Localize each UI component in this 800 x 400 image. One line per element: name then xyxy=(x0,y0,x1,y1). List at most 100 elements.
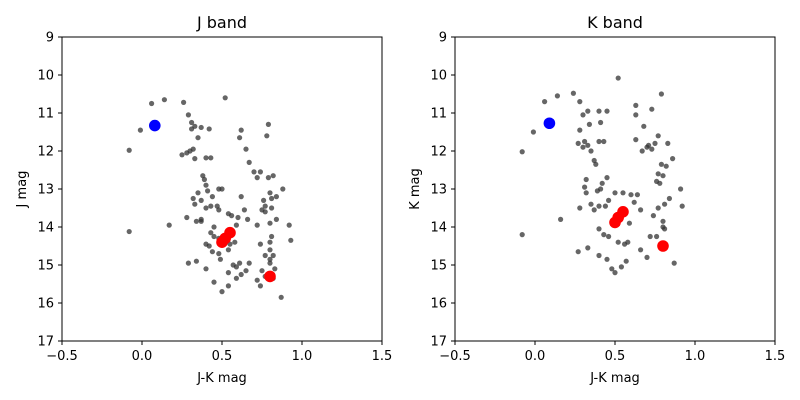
data-point xyxy=(269,195,275,202)
y-tick-label: 12 xyxy=(430,145,447,160)
x-tick-label: 0.5 xyxy=(605,349,626,364)
data-point xyxy=(593,161,599,167)
data-point xyxy=(631,199,637,205)
data-point xyxy=(272,266,278,272)
plot-frame xyxy=(454,36,776,342)
data-point xyxy=(238,194,244,200)
data-point xyxy=(615,75,621,81)
data-point xyxy=(137,127,143,133)
data-point xyxy=(585,108,591,114)
chart-title: K band xyxy=(587,13,643,32)
data-point xyxy=(666,195,673,202)
data-point xyxy=(577,127,583,133)
data-point xyxy=(655,133,661,139)
data-point xyxy=(606,233,612,240)
data-point xyxy=(583,190,589,196)
data-point xyxy=(649,106,655,112)
data-point xyxy=(192,156,198,162)
data-point xyxy=(644,254,650,260)
data-point xyxy=(577,99,583,105)
data-point xyxy=(192,201,198,207)
data-point xyxy=(665,140,671,146)
data-point xyxy=(542,99,548,105)
data-point xyxy=(660,173,666,179)
data-point xyxy=(190,146,196,152)
data-point xyxy=(203,266,209,272)
data-point xyxy=(641,123,647,129)
data-point xyxy=(628,192,634,198)
data-point xyxy=(671,260,677,266)
data-point xyxy=(606,197,612,203)
data-point xyxy=(278,294,284,300)
data-point xyxy=(259,207,265,213)
data-point xyxy=(216,207,222,213)
data-point xyxy=(638,207,644,213)
y-tick-label: 14 xyxy=(430,221,447,236)
data-point xyxy=(679,203,685,209)
data-point xyxy=(602,203,609,209)
data-points xyxy=(519,75,685,276)
x-axis-label: J-K mag xyxy=(589,371,640,386)
data-point xyxy=(620,190,626,196)
data-point xyxy=(604,175,610,181)
data-point xyxy=(251,169,257,175)
y-tick-label: 12 xyxy=(37,145,54,160)
data-point xyxy=(238,127,244,133)
data-point xyxy=(585,245,591,251)
data-point xyxy=(273,194,279,200)
data-point xyxy=(195,190,201,196)
data-point xyxy=(582,138,588,145)
data-point xyxy=(644,144,650,150)
y-tick-label: 16 xyxy=(430,297,447,312)
data-point xyxy=(208,155,214,161)
data-point xyxy=(623,258,629,264)
data-point xyxy=(612,190,618,196)
data-point xyxy=(185,112,191,118)
data-point xyxy=(580,144,586,150)
plot-frame xyxy=(61,36,383,342)
data-point xyxy=(184,214,190,221)
data-point xyxy=(198,216,204,222)
data-point xyxy=(267,190,273,196)
data-point xyxy=(633,112,639,118)
y-tick-label: 17 xyxy=(37,335,54,350)
data-point xyxy=(634,192,641,198)
data-point xyxy=(222,95,228,101)
data-point xyxy=(678,186,684,192)
data-point xyxy=(225,283,231,289)
data-point xyxy=(270,173,276,179)
data-point xyxy=(237,135,243,141)
data-point xyxy=(208,203,214,209)
red-highlight-point xyxy=(216,236,228,248)
y-tick-label: 11 xyxy=(430,107,447,122)
data-point xyxy=(654,233,660,240)
x-tick-label: 1.5 xyxy=(372,349,393,364)
data-point xyxy=(618,264,625,270)
data-point xyxy=(241,207,247,213)
data-point xyxy=(267,247,273,253)
data-point xyxy=(286,222,292,228)
data-point xyxy=(254,175,260,181)
x-tick-label: −0.5 xyxy=(439,349,471,364)
data-point xyxy=(211,233,217,240)
data-point xyxy=(254,277,260,283)
data-point xyxy=(615,239,621,245)
data-point xyxy=(586,121,593,127)
data-point xyxy=(591,207,597,213)
data-point xyxy=(198,124,204,131)
data-point xyxy=(257,283,263,289)
data-point xyxy=(596,108,602,114)
y-tick-label: 14 xyxy=(37,221,54,236)
data-point xyxy=(585,142,591,148)
data-point xyxy=(657,180,663,186)
data-point xyxy=(238,271,244,278)
data-point xyxy=(599,180,605,186)
data-point xyxy=(229,213,235,219)
data-point xyxy=(185,260,191,266)
data-point xyxy=(658,161,665,167)
data-point xyxy=(206,126,212,132)
data-point xyxy=(626,220,633,226)
data-point xyxy=(216,251,222,257)
data-point xyxy=(658,91,665,97)
